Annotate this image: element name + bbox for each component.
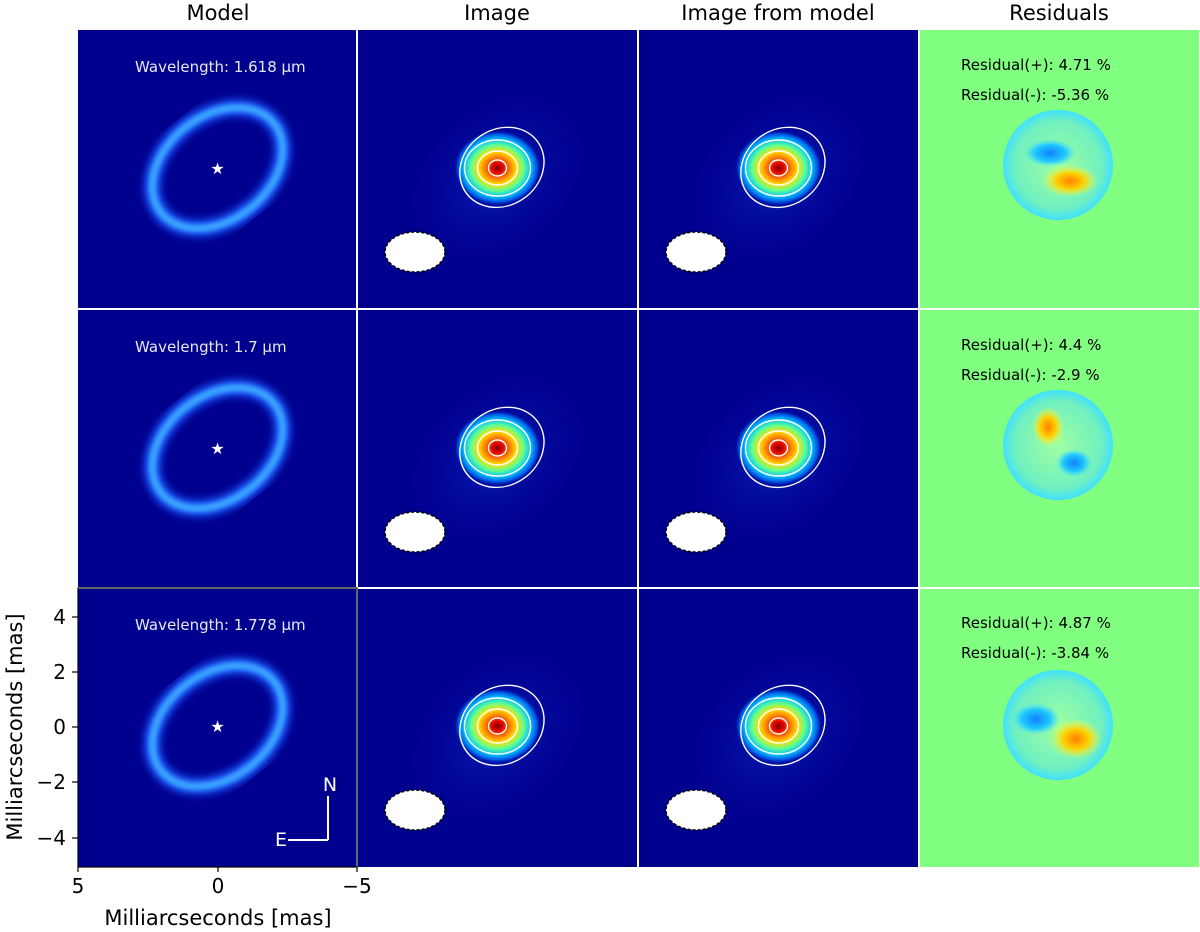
contour-line xyxy=(459,684,545,767)
contour-line xyxy=(744,419,813,477)
contour-line xyxy=(487,439,508,457)
residual-blob xyxy=(1012,703,1060,735)
panel-r1-c1: Wavelength: 1.618 μm ★ xyxy=(78,30,357,309)
residual-disk xyxy=(1003,390,1113,500)
emission-peak xyxy=(734,130,823,206)
ring xyxy=(148,104,287,232)
panel-r3-c4: Residual(+): 4.87 % Residual(-): -3.84 % xyxy=(920,588,1199,867)
panel-background xyxy=(78,310,357,589)
residual-pos-label: Residual(+): 4.87 % xyxy=(961,614,1111,632)
contour-line xyxy=(757,708,800,744)
contour-line xyxy=(744,139,813,197)
y-tick-label: 4 xyxy=(53,605,66,629)
contour-line xyxy=(740,684,826,767)
emission-peak xyxy=(734,410,823,486)
panel-r1-c4: Residual(+): 4.71 % Residual(-): -5.36 % xyxy=(920,30,1199,309)
contour-line xyxy=(744,697,813,755)
wavelength-label: Wavelength: 1.778 μm xyxy=(135,616,306,634)
residual-blob xyxy=(1056,449,1092,477)
panel-r2-c1: Wavelength: 1.7 μm ★ xyxy=(78,310,357,589)
contour-line xyxy=(768,159,789,177)
wavelength-label: Wavelength: 1.7 μm xyxy=(135,338,287,356)
emission-peak xyxy=(453,130,542,206)
beam-ellipse xyxy=(384,231,446,273)
emission-peak xyxy=(734,688,823,764)
contour-line xyxy=(740,126,826,209)
beam-ellipse xyxy=(665,789,727,831)
panel-r2-c4: Residual(+): 4.4 % Residual(-): -2.9 % xyxy=(920,310,1199,589)
contour-line xyxy=(459,406,545,489)
star-marker: ★ xyxy=(210,717,224,736)
star-marker: ★ xyxy=(210,159,224,178)
residual-blob xyxy=(1032,407,1064,447)
residual-neg-label: Residual(-): -5.36 % xyxy=(961,86,1109,104)
compass-north-label: N xyxy=(323,774,337,796)
residual-neg-label: Residual(-): -3.84 % xyxy=(961,644,1109,662)
emission-peak xyxy=(453,410,542,486)
beam-ellipse xyxy=(384,511,446,553)
contour-line xyxy=(740,406,826,489)
contour-line xyxy=(463,139,532,197)
col-title-model: Model xyxy=(186,1,249,25)
panel-r1-c2 xyxy=(358,30,637,309)
panel-grid: Wavelength: 1.618 μm ★ Residual(+): 4.71 %… xyxy=(77,30,1200,868)
x-tick-label: 5 xyxy=(72,874,85,898)
x-axis: 5 0 −5 Milliarcseconds [mas] xyxy=(72,866,372,930)
col-title-residuals: Residuals xyxy=(1009,1,1109,25)
y-axis-label: Milliarcseconds [mas] xyxy=(3,613,27,840)
panel-r2-c3 xyxy=(639,310,918,589)
beam-ellipse xyxy=(665,511,727,553)
panel-r1-c3 xyxy=(639,30,918,309)
contour-line xyxy=(487,717,508,735)
x-axis-label: Milliarcseconds [mas] xyxy=(104,906,331,930)
contour-line xyxy=(463,419,532,477)
contour-line xyxy=(459,126,545,209)
compass: N E xyxy=(275,774,337,851)
residual-blob xyxy=(1042,165,1098,197)
x-tick-label: −5 xyxy=(342,874,371,898)
contour-line xyxy=(476,708,519,744)
panel-background xyxy=(78,30,357,309)
ring xyxy=(148,384,287,512)
contour-line xyxy=(768,717,789,735)
y-tick-label: −4 xyxy=(37,826,66,850)
panel-r3-c3 xyxy=(639,588,918,867)
contour-line xyxy=(476,150,519,186)
residual-neg-label: Residual(-): -2.9 % xyxy=(961,366,1100,384)
panel-background xyxy=(78,588,357,867)
residual-blob xyxy=(1024,139,1076,167)
contour-line xyxy=(768,439,789,457)
residual-pos-label: Residual(+): 4.71 % xyxy=(961,56,1111,74)
contour-line xyxy=(757,430,800,466)
contour-line xyxy=(476,430,519,466)
col-title-image-from-model: Image from model xyxy=(681,1,874,25)
beam-ellipse xyxy=(384,789,446,831)
beam-ellipse xyxy=(665,231,727,273)
y-axis: 4 2 0 −2 −4 Milliarcseconds [mas] xyxy=(3,605,78,850)
emission-peak xyxy=(453,688,542,764)
residual-pos-label: Residual(+): 4.4 % xyxy=(961,336,1101,354)
residual-blob xyxy=(1050,719,1102,759)
compass-east-label: E xyxy=(275,829,287,851)
star-marker: ★ xyxy=(210,439,224,458)
contour-line xyxy=(487,159,508,177)
panel-r3-c2 xyxy=(358,588,637,867)
col-title-image: Image xyxy=(464,1,530,25)
panel-r3-c1: Wavelength: 1.778 μm ★ xyxy=(78,588,357,867)
contour-line xyxy=(757,150,800,186)
wavelength-label: Wavelength: 1.618 μm xyxy=(135,58,306,76)
contour-line xyxy=(463,697,532,755)
panel-r2-c2 xyxy=(358,310,637,589)
y-tick-label: 2 xyxy=(53,660,66,684)
y-tick-label: −2 xyxy=(37,770,66,794)
y-tick-label: 0 xyxy=(53,715,66,739)
ring xyxy=(148,662,287,790)
x-tick-label: 0 xyxy=(212,874,225,898)
